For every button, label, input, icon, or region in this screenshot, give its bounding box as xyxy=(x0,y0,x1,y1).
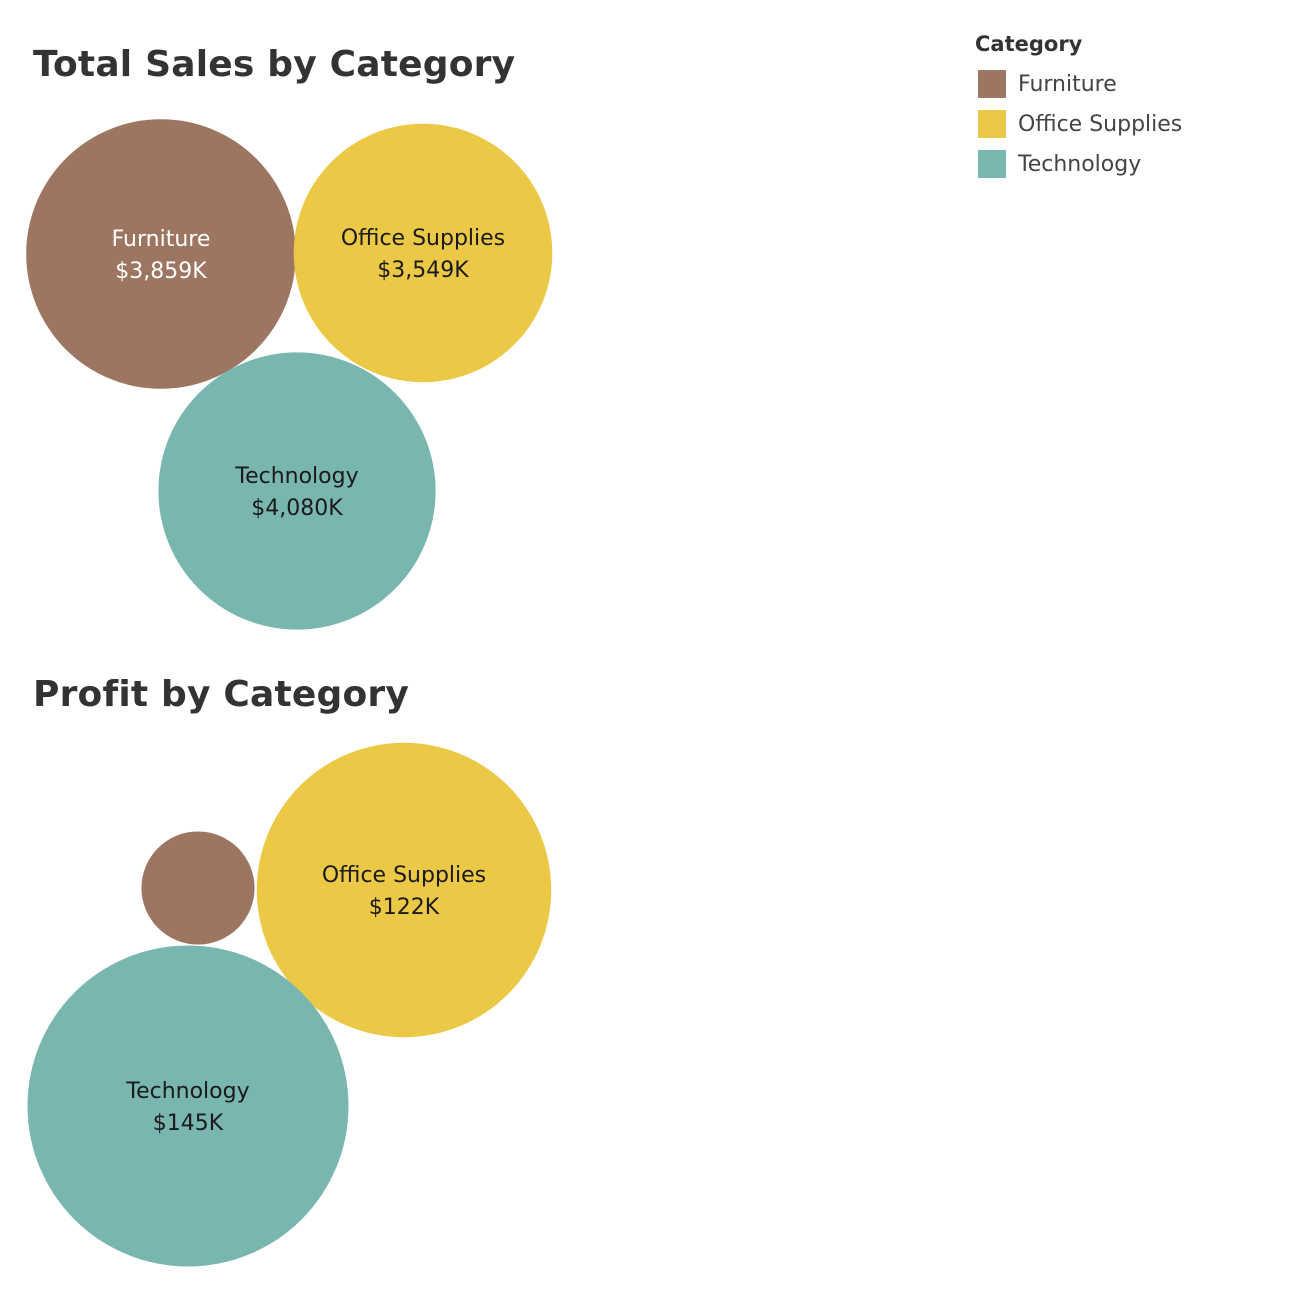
sales-bubble-category-label-technology: Technology xyxy=(234,464,358,489)
profit-bubble-technology[interactable] xyxy=(27,945,349,1267)
legend-item-office-supplies[interactable]: Office Supplies xyxy=(975,104,1182,144)
legend-item-technology[interactable]: Technology xyxy=(975,144,1182,184)
profit-bubble-office-supplies[interactable] xyxy=(256,742,552,1038)
legend-item-furniture[interactable]: Furniture xyxy=(975,64,1182,104)
legend-swatch-furniture xyxy=(978,70,1006,98)
sales-bubble-chart: Furniture $3,859K Office Supplies $3,549K Te… xyxy=(26,119,553,630)
sales-bubble-category-label-furniture: Furniture xyxy=(112,227,211,252)
legend-label-technology: Technology xyxy=(1018,151,1142,177)
profit-bubble-group-office-supplies[interactable]: Office Supplies $122K xyxy=(256,742,552,1038)
legend-label-furniture: Furniture xyxy=(1018,71,1117,97)
legend-title: Category xyxy=(975,32,1083,56)
profit-bubble-value-label-office-supplies: $122K xyxy=(369,895,440,920)
sales-bubble-office-supplies[interactable] xyxy=(293,123,553,383)
profit-chart-title: Profit by Category xyxy=(33,674,410,715)
sales-bubble-value-label-office-supplies: $3,549K xyxy=(377,258,469,283)
profit-bubble-chart: Office Supplies $122K Technology $145K xyxy=(27,742,552,1267)
profit-bubble-category-label-office-supplies: Office Supplies xyxy=(322,863,486,888)
profit-bubble-category-label-technology: Technology xyxy=(125,1079,249,1104)
profit-bubble-group-technology[interactable]: Technology $145K xyxy=(27,945,349,1267)
legend-swatch-office-supplies xyxy=(978,110,1006,138)
sales-bubble-furniture[interactable] xyxy=(26,119,296,389)
profit-bubble-furniture[interactable] xyxy=(141,831,255,945)
category-legend: Category Furniture Office Supplies Techn… xyxy=(975,32,1182,184)
sales-bubble-category-label-office-supplies: Office Supplies xyxy=(341,226,505,251)
legend-label-office-supplies: Office Supplies xyxy=(1018,111,1183,137)
sales-bubble-group-technology[interactable]: Technology $4,080K xyxy=(158,352,436,630)
profit-bubble-group-furniture[interactable] xyxy=(141,831,255,945)
sales-bubble-group-office-supplies[interactable]: Office Supplies $3,549K xyxy=(293,123,553,383)
profit-bubble-value-label-technology: $145K xyxy=(153,1111,224,1136)
sales-bubble-technology[interactable] xyxy=(158,352,436,630)
sales-bubble-value-label-technology: $4,080K xyxy=(251,496,343,521)
sales-chart-title: Total Sales by Category xyxy=(33,44,516,85)
sales-bubble-group-furniture[interactable]: Furniture $3,859K xyxy=(26,119,296,389)
legend-swatch-technology xyxy=(978,150,1006,178)
sales-bubble-value-label-furniture: $3,859K xyxy=(115,259,207,284)
